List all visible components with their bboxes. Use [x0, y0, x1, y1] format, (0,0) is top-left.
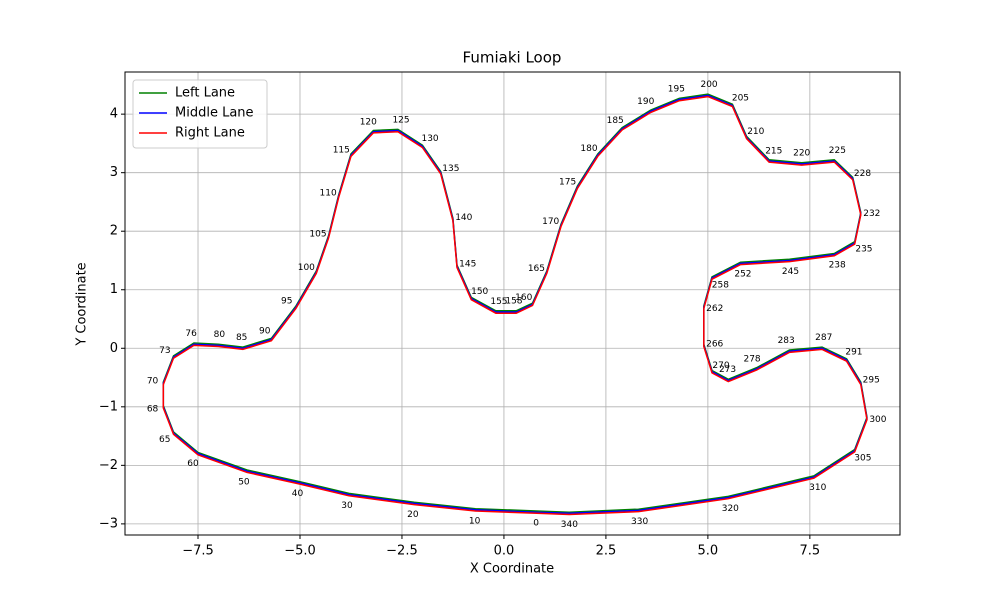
x-tick-label: 7.5	[800, 544, 821, 559]
point-label: 175	[559, 178, 576, 188]
y-tick-label: −1	[99, 399, 118, 414]
point-label: 60	[187, 459, 199, 469]
y-tick-label: 2	[110, 224, 118, 239]
point-label: 135	[442, 164, 459, 174]
point-label: 155	[490, 297, 507, 307]
point-label: 225	[829, 146, 846, 156]
y-tick-label: 0	[110, 341, 118, 356]
point-label: 190	[637, 97, 654, 107]
y-axis-label: Y Coordinate	[75, 262, 90, 346]
point-label: 40	[292, 489, 304, 499]
point-label: 170	[542, 217, 559, 227]
point-label: 100	[298, 263, 315, 273]
chart-title: Fumiaki Loop	[463, 49, 562, 67]
point-label: 73	[159, 346, 170, 356]
point-label: 220	[793, 148, 810, 158]
y-tick-label: 1	[110, 282, 118, 297]
point-label: 70	[147, 377, 159, 387]
point-label: 300	[869, 415, 886, 425]
x-tick-label: 5.0	[698, 544, 719, 559]
point-label: 245	[782, 267, 799, 277]
point-label: 80	[214, 330, 226, 340]
point-label: 330	[631, 517, 648, 527]
point-label: 238	[829, 261, 846, 271]
point-label: 295	[863, 375, 880, 385]
x-tick-label: 0.0	[494, 544, 515, 559]
x-axis-label: X Coordinate	[470, 562, 554, 577]
point-label: 120	[360, 117, 377, 127]
point-label: 105	[309, 229, 326, 239]
point-label: 0	[533, 519, 539, 529]
point-label: 258	[712, 281, 729, 291]
point-label: 210	[747, 127, 764, 137]
point-label: 320	[722, 504, 739, 514]
y-tick-label: 4	[110, 107, 118, 122]
point-label: 340	[561, 520, 578, 530]
point-label: 205	[732, 93, 749, 103]
legend-box	[132, 79, 268, 149]
point-label: 185	[607, 116, 624, 126]
point-label: 287	[815, 333, 832, 343]
legend-label: Right Lane	[175, 126, 245, 141]
point-label: 90	[259, 326, 271, 336]
point-label: 266	[706, 339, 723, 349]
point-label: 262	[706, 304, 723, 314]
point-label: 195	[668, 84, 685, 94]
point-label: 130	[421, 134, 438, 144]
point-label: 158	[505, 297, 522, 307]
point-label: 235	[855, 244, 872, 254]
y-tick-label: −2	[99, 458, 118, 473]
point-label: 283	[778, 336, 795, 346]
x-tick-label: 2.5	[596, 544, 617, 559]
point-label: 252	[734, 270, 751, 280]
point-label: 165	[528, 264, 545, 274]
point-label: 76	[185, 329, 197, 339]
point-label: 145	[459, 259, 476, 269]
point-label: 305	[854, 454, 871, 464]
point-label: 110	[320, 189, 337, 199]
point-label: 10	[469, 516, 481, 526]
point-label: 215	[765, 147, 782, 157]
legend: Left Lane Middle Lane Right Lane	[132, 79, 268, 149]
x-tick-label: −5.0	[284, 544, 316, 559]
point-label: 310	[809, 483, 826, 493]
y-tick-label: −3	[99, 516, 118, 531]
point-label: 160	[515, 293, 532, 303]
point-label: 95	[281, 297, 292, 307]
y-tick-label: 3	[110, 165, 118, 180]
point-label: 65	[159, 435, 170, 445]
point-label: 68	[147, 405, 159, 415]
point-label: 125	[392, 115, 409, 125]
point-label: 228	[854, 169, 871, 179]
lane-line	[162, 95, 868, 516]
legend-label: Left Lane	[175, 86, 235, 101]
point-label: 232	[863, 209, 880, 219]
point-label: 20	[407, 510, 419, 520]
point-label: 140	[455, 213, 472, 223]
point-label: 50	[238, 477, 250, 487]
point-label: 278	[743, 354, 760, 364]
point-label: 180	[580, 144, 597, 154]
point-label: 150	[471, 287, 488, 297]
point-label: 115	[333, 145, 350, 155]
legend-label: Middle Lane	[175, 106, 254, 121]
x-tick-label: −2.5	[386, 544, 418, 559]
point-label: 200	[700, 80, 717, 90]
point-label: 270	[712, 361, 729, 371]
point-label: 273	[719, 365, 736, 375]
plot-frame	[124, 71, 901, 536]
point-label: 291	[845, 347, 862, 357]
point-label: 85	[236, 333, 247, 343]
x-tick-label: −7.5	[182, 544, 214, 559]
point-label: 30	[341, 501, 353, 511]
